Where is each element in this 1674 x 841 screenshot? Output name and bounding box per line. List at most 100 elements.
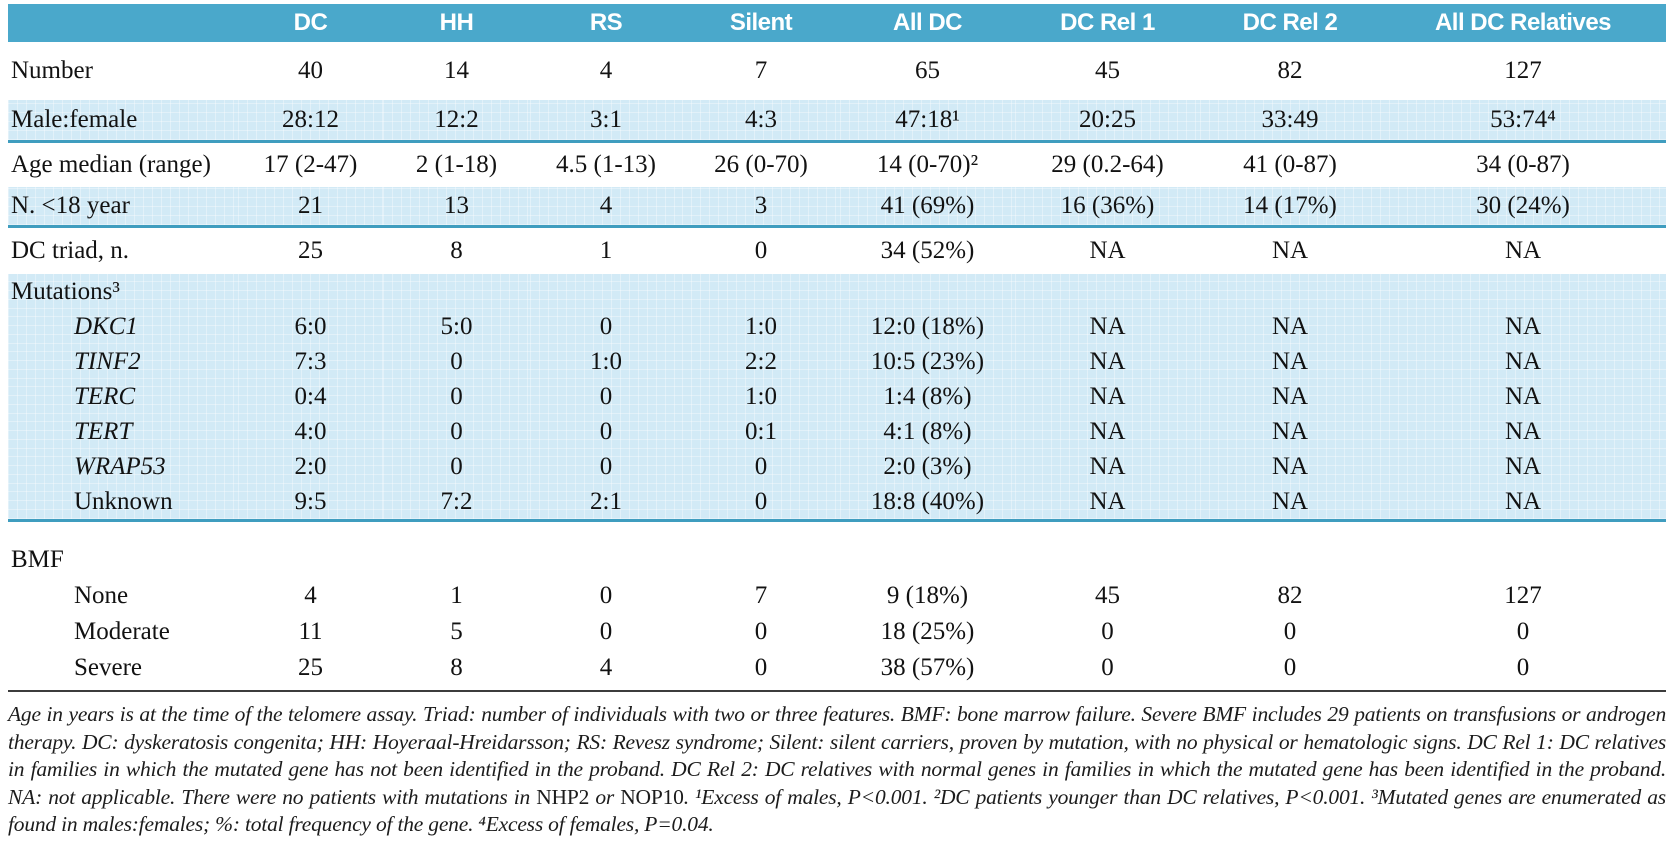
data-cell: 41 (0-87) <box>1243 151 1337 178</box>
row-label-column-header <box>8 4 238 42</box>
data-cell <box>383 274 530 309</box>
data-cell: 18:8 (40%) <box>840 484 1015 522</box>
data-cell: 21 <box>238 187 383 228</box>
header-row: DC HH RS Silent All DC DC Rel 1 DC Rel 2 All DC… <box>8 4 1666 42</box>
data-cell <box>1380 521 1666 579</box>
data-cell: 4 <box>599 57 613 84</box>
data-cell: 0 <box>1516 618 1530 645</box>
data-cell: 4 <box>304 582 317 609</box>
table-row: Unknown 9:5 7:2 2:1 0 18:8 (40%) NA NA NA <box>8 484 1666 522</box>
data-cell: NA <box>1380 414 1666 449</box>
data-cell: 0 <box>383 449 530 484</box>
data-cell: 4:0 <box>238 414 383 449</box>
data-cell: 18 (25%) <box>880 618 975 645</box>
data-cell: 17 (2-47) <box>263 151 358 178</box>
table-row: None 4 1 0 7 9 (18%) 45 82 127 <box>8 578 1666 614</box>
data-cell: 29 (0.2-64) <box>1051 151 1164 178</box>
data-cell: NA <box>1015 379 1200 414</box>
row-label: Moderate <box>74 618 170 645</box>
footnote-text-segment: NOP10 <box>620 784 684 809</box>
data-cell: 1 <box>450 582 463 609</box>
data-cell: 0 <box>383 379 530 414</box>
data-cell: NA <box>1200 344 1380 379</box>
data-cell: 33:49 <box>1200 100 1380 143</box>
data-cell: 0 <box>754 654 768 681</box>
data-cell: 0 <box>599 582 613 609</box>
data-cell: 1:0 <box>530 344 682 379</box>
footnote-text-segment: . ¹Excess of males, P<0.001. ²DC patient… <box>8 784 1666 837</box>
data-cell: 127 <box>1504 582 1542 609</box>
footnote-text-segment: or <box>589 784 621 809</box>
data-cell: NA <box>1015 344 1200 379</box>
data-cell: 28:12 <box>238 100 383 143</box>
data-cell: NA <box>1089 237 1126 264</box>
data-cell <box>383 521 530 579</box>
data-cell <box>530 274 682 309</box>
data-cell: 0 <box>599 618 613 645</box>
data-cell: 3:1 <box>530 100 682 143</box>
data-cell: 25 <box>298 654 323 681</box>
data-cell: 13 <box>383 187 530 228</box>
data-cell: 0:4 <box>238 379 383 414</box>
data-cell: 1:4 (8%) <box>840 379 1015 414</box>
table-footnote: Age in years is at the time of the telom… <box>8 692 1666 839</box>
data-cell: 16 (36%) <box>1015 187 1200 228</box>
data-cell: 0 <box>682 484 840 522</box>
data-cell <box>682 521 840 579</box>
data-cell: 40 <box>298 57 323 84</box>
table-row: Male:female 28:12 12:2 3:1 4:3 47:18¹ 20:25 33:… <box>8 100 1666 143</box>
data-cell: 45 <box>1095 57 1120 84</box>
data-cell: 47:18¹ <box>840 100 1015 143</box>
patient-characteristics-table-wrap: DC HH RS Silent All DC DC Rel 1 DC Rel 2 All DC… <box>8 4 1666 839</box>
data-cell: NA <box>1271 237 1309 264</box>
data-cell: 1 <box>599 237 613 264</box>
column-header: DC <box>238 4 383 42</box>
column-header: RS <box>530 4 682 42</box>
data-cell: 10:5 (23%) <box>840 344 1015 379</box>
row-label: WRAP53 <box>8 449 238 484</box>
data-cell: 26 (0-70) <box>714 151 808 178</box>
column-header: All DC Relatives <box>1380 4 1666 42</box>
data-cell: NA <box>1200 449 1380 484</box>
data-cell: NA <box>1200 414 1380 449</box>
data-cell: NA <box>1200 484 1380 522</box>
data-cell <box>682 274 840 309</box>
data-cell: NA <box>1380 309 1666 344</box>
data-cell: NA <box>1380 344 1666 379</box>
data-cell: NA <box>1015 449 1200 484</box>
data-cell: 0 <box>1283 654 1297 681</box>
data-cell <box>840 274 1015 309</box>
data-cell: 9:5 <box>238 484 383 522</box>
data-cell: 25 <box>298 237 323 264</box>
data-cell: 0 <box>1516 654 1530 681</box>
row-label: TINF2 <box>8 344 238 379</box>
data-cell: 9 (18%) <box>886 582 969 609</box>
data-cell: 14 (17%) <box>1200 187 1380 228</box>
data-cell <box>1380 274 1666 309</box>
data-cell: 20:25 <box>1015 100 1200 143</box>
data-cell: 34 (0-87) <box>1476 151 1570 178</box>
table-row: Moderate 11 5 0 0 18 (25%) 0 0 0 <box>8 614 1666 650</box>
data-cell: NA <box>1200 309 1380 344</box>
data-cell: 53:74⁴ <box>1380 100 1666 143</box>
data-cell <box>238 521 383 579</box>
data-cell: 11 <box>298 618 323 645</box>
footnote-text-segment: NHP2 <box>536 784 590 809</box>
data-cell: 6:0 <box>238 309 383 344</box>
row-label: Unknown <box>8 484 238 522</box>
row-label: BMF <box>11 546 64 573</box>
row-label: Number <box>11 57 93 84</box>
data-cell: 127 <box>1504 57 1542 84</box>
data-cell <box>530 521 682 579</box>
data-cell: 14 <box>444 57 469 84</box>
data-cell: 4.5 (1-13) <box>556 151 656 178</box>
data-cell: 45 <box>1095 582 1120 609</box>
data-cell: 14 (0-70)² <box>876 151 979 178</box>
data-cell: NA <box>1015 414 1200 449</box>
column-header: Silent <box>682 4 840 42</box>
column-header: DC Rel 1 <box>1015 4 1200 42</box>
row-label: TERT <box>8 414 238 449</box>
table-row: DC triad, n. 25 8 1 0 34 (52%) NA NA NA <box>8 227 1666 275</box>
data-cell: 0 <box>1101 618 1114 645</box>
table-body: Number 40 14 4 7 65 45 82 127 Male:female 28:12 12:… <box>8 42 1666 686</box>
